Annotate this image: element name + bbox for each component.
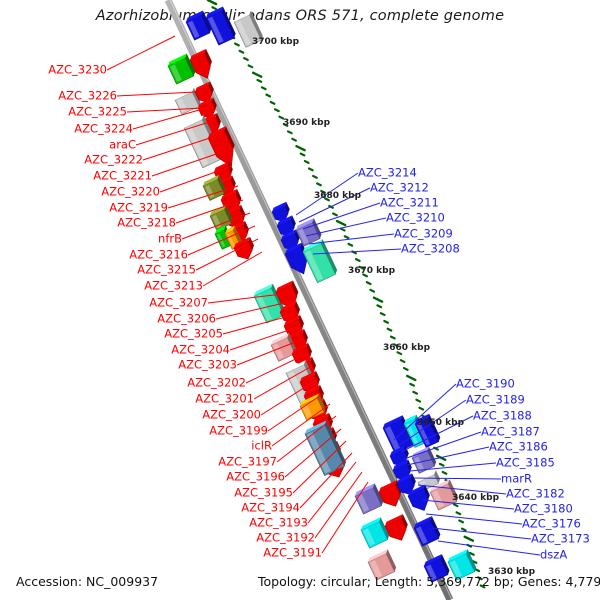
gene-label[interactable]: iclR bbox=[251, 438, 272, 453]
gene-feature[interactable] bbox=[396, 473, 420, 497]
gene-feature[interactable] bbox=[423, 554, 451, 583]
gene-feature[interactable] bbox=[302, 239, 339, 284]
gene-label[interactable]: AZC_3215 bbox=[137, 262, 196, 277]
gene-feature[interactable] bbox=[185, 10, 213, 41]
gene-label[interactable]: AZC_3180 bbox=[514, 501, 573, 516]
gene-label[interactable]: AZC_3221 bbox=[93, 168, 152, 183]
gene-label[interactable]: AZC_3201 bbox=[195, 391, 254, 406]
gene-label[interactable]: AZC_3211 bbox=[380, 195, 439, 210]
gene-label[interactable]: AZC_3230 bbox=[48, 62, 107, 77]
gene-label[interactable]: AZC_3205 bbox=[164, 326, 223, 341]
gene-label[interactable]: dszA bbox=[540, 547, 568, 562]
gene-label[interactable]: AZC_3207 bbox=[149, 295, 208, 310]
gene-label[interactable]: AZC_3210 bbox=[386, 210, 445, 225]
gene-label[interactable]: AZC_3190 bbox=[456, 376, 515, 391]
gene-feature[interactable] bbox=[167, 53, 197, 85]
gene-label[interactable]: marR bbox=[501, 471, 532, 486]
accession-text: Accession: NC_009937 bbox=[16, 574, 159, 589]
gene-feature[interactable] bbox=[354, 483, 385, 515]
label-leader-lines bbox=[106, 35, 541, 556]
gene-label[interactable]: AZC_3176 bbox=[522, 516, 581, 531]
gene-label[interactable]: AZC_3200 bbox=[202, 407, 261, 422]
scale-tick-label: 3700 kbp bbox=[252, 37, 300, 47]
gene-label[interactable]: AZC_3202 bbox=[187, 375, 246, 390]
gene-label[interactable]: AZC_3195 bbox=[234, 485, 293, 500]
gene-label[interactable]: AZC_3182 bbox=[506, 486, 565, 501]
gene-feature[interactable] bbox=[194, 81, 218, 105]
topology-text: Topology: circular; Length: 5,369,772 bp… bbox=[258, 574, 600, 589]
gene-label[interactable]: AZC_3185 bbox=[496, 455, 555, 470]
scale-tick-label: 3650 kbp bbox=[417, 418, 465, 428]
scale-tick-label: 3670 kbp bbox=[348, 266, 396, 276]
gene-label[interactable]: AZC_3222 bbox=[84, 152, 143, 167]
gene-feature[interactable] bbox=[429, 479, 460, 511]
gene-label[interactable]: AZC_3188 bbox=[473, 408, 532, 423]
gene-label[interactable]: AZC_3173 bbox=[531, 531, 590, 546]
gene-feature[interactable] bbox=[207, 126, 243, 170]
scale-tick-label: 3680 kbp bbox=[314, 191, 362, 201]
scale-tick-label: 3690 kbp bbox=[283, 118, 331, 128]
gene-label[interactable]: AZC_3186 bbox=[489, 439, 548, 454]
gene-label[interactable]: AZC_3187 bbox=[481, 424, 540, 439]
gene-feature[interactable] bbox=[304, 420, 348, 477]
genome-backbone bbox=[164, 0, 454, 600]
gene-feature[interactable] bbox=[205, 6, 237, 46]
gene-label[interactable]: AZC_3224 bbox=[74, 121, 133, 136]
scale-tick-label: 3630 kbp bbox=[488, 567, 536, 577]
gene-label[interactable]: AZC_3218 bbox=[117, 215, 176, 230]
gene-label[interactable]: AZC_3191 bbox=[263, 545, 322, 560]
gene-feature[interactable] bbox=[233, 236, 259, 263]
gene-feature[interactable] bbox=[367, 549, 398, 581]
gene-feature[interactable] bbox=[360, 517, 391, 549]
gene-label[interactable]: AZC_3192 bbox=[256, 530, 315, 545]
gene-label[interactable]: AZC_3189 bbox=[466, 392, 525, 407]
scale-tick-label: 3660 kbp bbox=[383, 343, 431, 353]
gene-label[interactable]: AZC_3219 bbox=[109, 200, 168, 215]
gene-feature[interactable] bbox=[384, 514, 413, 544]
gene-feature[interactable] bbox=[407, 484, 435, 515]
gene-label[interactable]: AZC_3194 bbox=[241, 500, 300, 515]
scale-tick-label: 3640 kbp bbox=[452, 493, 500, 503]
gene-feature[interactable] bbox=[299, 393, 327, 421]
gene-label[interactable]: AZC_3216 bbox=[129, 247, 188, 262]
gene-label[interactable]: AZC_3213 bbox=[144, 278, 203, 293]
gene-label[interactable]: AZC_3208 bbox=[401, 241, 460, 256]
gene-feature[interactable] bbox=[189, 48, 218, 82]
gene-label[interactable]: nfrB bbox=[158, 231, 182, 246]
gene-label[interactable]: AZC_3193 bbox=[249, 515, 308, 530]
gene-feature[interactable] bbox=[414, 413, 442, 448]
gene-label[interactable]: AZC_3197 bbox=[218, 454, 277, 469]
gene-label[interactable]: AZC_3204 bbox=[171, 342, 230, 357]
gene-label[interactable]: AZC_3206 bbox=[157, 311, 216, 326]
gene-feature[interactable] bbox=[447, 549, 478, 581]
gene-feature[interactable] bbox=[392, 459, 416, 483]
gene-label[interactable]: AZC_3196 bbox=[226, 469, 285, 484]
gene-label[interactable]: araC bbox=[109, 137, 136, 152]
gene-label[interactable]: AZC_3226 bbox=[58, 88, 117, 103]
gene-label[interactable]: AZC_3212 bbox=[370, 180, 429, 195]
gene-label[interactable]: AZC_3209 bbox=[394, 226, 453, 241]
gene-feature[interactable] bbox=[413, 516, 442, 547]
gene-feature[interactable] bbox=[233, 10, 265, 48]
gene-feature[interactable] bbox=[271, 201, 294, 225]
gene-feature[interactable] bbox=[275, 280, 304, 312]
gene-label[interactable]: AZC_3225 bbox=[68, 104, 127, 119]
gene-feature[interactable] bbox=[197, 97, 221, 121]
gene-label[interactable]: AZC_3214 bbox=[358, 165, 417, 180]
gene-label[interactable]: AZC_3203 bbox=[178, 357, 237, 372]
gene-feature[interactable] bbox=[276, 215, 300, 239]
gene-label[interactable]: AZC_3199 bbox=[209, 423, 268, 438]
gene-label[interactable]: AZC_3220 bbox=[101, 184, 160, 199]
footer-bar: Accession: NC_009937 Topology: circular;… bbox=[0, 574, 600, 594]
gene-feature[interactable] bbox=[295, 218, 323, 247]
